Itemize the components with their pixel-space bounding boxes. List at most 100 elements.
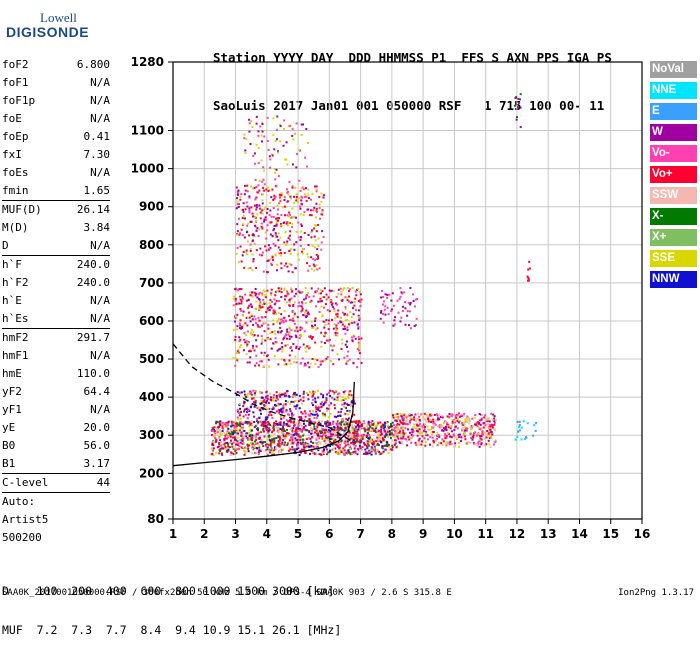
echo-point — [362, 433, 365, 436]
echo-point — [257, 147, 260, 150]
echo-point — [456, 437, 459, 440]
echo-point — [315, 290, 318, 293]
echo-point — [320, 393, 323, 396]
echo-point — [320, 430, 323, 433]
echo-point — [315, 416, 318, 419]
echo-point — [225, 433, 228, 436]
echo-point — [307, 413, 310, 416]
param-value: 1.65 — [83, 184, 111, 197]
echo-point — [320, 305, 323, 308]
echo-point — [389, 437, 392, 440]
echo-point — [322, 394, 325, 397]
echo-point — [320, 402, 323, 405]
echo-point — [344, 296, 347, 299]
echo-point — [239, 232, 242, 235]
echo-point — [325, 319, 328, 322]
echo-point — [487, 417, 490, 420]
echo-point — [259, 407, 262, 410]
echo-point — [309, 445, 312, 448]
echo-point — [312, 227, 315, 230]
echo-point — [239, 421, 242, 424]
echo-point — [314, 362, 317, 365]
echo-point — [248, 196, 251, 199]
echo-point — [527, 279, 530, 282]
echo-point — [266, 431, 269, 434]
echo-point — [399, 413, 402, 416]
echo-point — [224, 444, 227, 447]
echo-point — [315, 253, 318, 256]
echo-point — [280, 431, 283, 434]
echo-point — [377, 431, 380, 434]
echo-point — [478, 434, 481, 437]
y-tick-label: 700 — [139, 276, 164, 290]
echo-point — [266, 444, 269, 447]
echo-point — [283, 289, 286, 292]
echo-point — [233, 320, 236, 323]
echo-point — [463, 421, 466, 424]
echo-point — [285, 423, 288, 426]
echo-point — [323, 326, 326, 329]
echo-point — [255, 196, 258, 199]
echo-point — [319, 441, 322, 444]
echo-point — [221, 423, 224, 426]
echo-point — [325, 298, 328, 301]
echo-point — [357, 326, 360, 329]
echo-point — [344, 327, 347, 330]
echo-point — [295, 197, 298, 200]
echo-point — [297, 447, 300, 450]
echo-point — [342, 420, 345, 423]
echo-point — [523, 438, 526, 441]
echo-point — [279, 236, 282, 239]
echo-point — [327, 428, 330, 431]
echo-point — [224, 445, 227, 448]
echo-point — [465, 420, 468, 423]
echo-point — [330, 301, 333, 304]
echo-point — [281, 320, 284, 323]
echo-point — [368, 433, 371, 436]
echo-point — [247, 431, 250, 434]
echo-point — [359, 300, 362, 303]
echo-point — [258, 302, 261, 305]
echo-point — [299, 230, 302, 233]
echo-point — [356, 431, 359, 434]
echo-point — [269, 440, 272, 443]
echo-point — [344, 343, 347, 346]
echo-point — [314, 239, 317, 242]
echo-point — [300, 292, 303, 295]
echo-point — [377, 422, 380, 425]
echo-point — [286, 293, 289, 296]
echo-point — [280, 422, 283, 425]
echo-point — [311, 192, 314, 195]
echo-point — [432, 431, 435, 434]
echo-point — [480, 427, 483, 430]
echo-point — [282, 321, 285, 324]
echo-point — [317, 440, 320, 443]
echo-point — [316, 428, 319, 431]
echo-point — [279, 125, 282, 128]
echo-point — [226, 430, 229, 433]
echo-point — [272, 399, 275, 402]
echo-point — [438, 424, 441, 427]
profile-trace — [172, 343, 355, 444]
echo-point — [315, 438, 318, 441]
echo-point — [346, 409, 349, 412]
echo-point — [457, 433, 460, 436]
echo-point — [338, 446, 341, 449]
echo-point — [390, 299, 393, 302]
echo-point — [275, 219, 278, 222]
echo-point — [325, 422, 328, 425]
echo-point — [229, 428, 232, 431]
echo-point — [289, 298, 292, 301]
echo-point — [347, 300, 350, 303]
echo-point — [421, 435, 424, 438]
echo-point — [493, 415, 496, 418]
echo-point — [325, 397, 328, 400]
echo-point — [261, 338, 264, 341]
echo-point — [255, 354, 258, 357]
echo-point — [325, 434, 328, 437]
echo-point — [476, 444, 479, 447]
echo-point — [221, 430, 224, 433]
echo-point — [267, 429, 270, 432]
echo-point — [229, 441, 232, 444]
echo-point — [211, 434, 214, 437]
